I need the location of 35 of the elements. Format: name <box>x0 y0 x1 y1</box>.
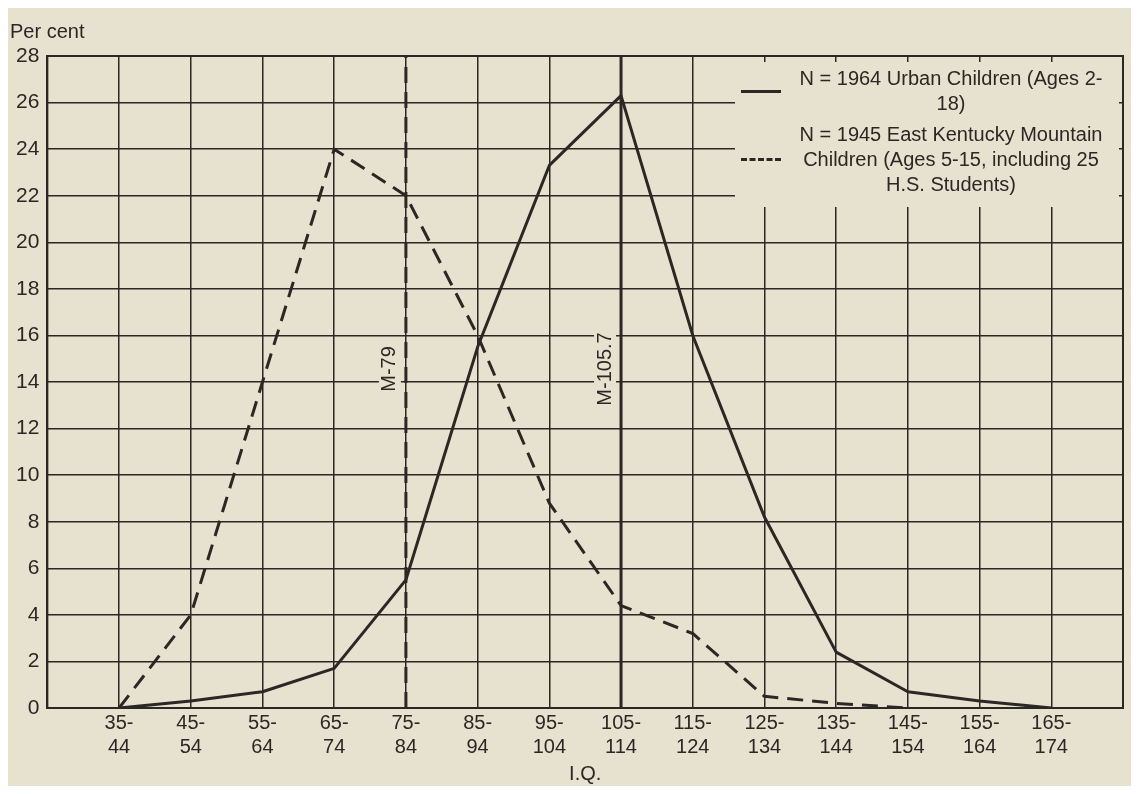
x-tick-label: 85-94 <box>463 710 493 757</box>
y-tick-label: 4 <box>27 601 40 625</box>
x-tick-label: 165-174 <box>1031 710 1072 757</box>
y-tick-label: 18 <box>16 275 40 299</box>
x-tick-label: 145-154 <box>887 710 928 757</box>
x-tick-label: 55-64 <box>248 710 277 757</box>
y-tick-label: 10 <box>16 461 40 485</box>
y-tick-label: 2 <box>27 648 40 672</box>
ref-line-label: M-105.7 <box>592 332 615 406</box>
legend-label: N = 1964 Urban Children (Ages 2-18) <box>798 66 1104 116</box>
y-tick-label: 0 <box>27 694 40 718</box>
y-tick-label: 14 <box>16 368 40 392</box>
ref-line-label: M-79 <box>377 346 400 392</box>
x-tick-label: 105-114 <box>601 710 642 757</box>
x-tick-label: 95-104 <box>532 710 567 757</box>
y-axis-title: Per cent <box>10 19 85 42</box>
x-tick-label: 155-164 <box>959 710 1000 757</box>
x-tick-label: 75-84 <box>391 710 421 757</box>
x-tick-label: 65-74 <box>319 710 349 757</box>
y-tick-label: 6 <box>27 555 40 579</box>
y-tick-label: 26 <box>16 89 40 113</box>
x-tick-label: 35-44 <box>104 710 134 757</box>
y-tick-label: 12 <box>16 415 40 439</box>
y-tick-label: 24 <box>16 135 40 159</box>
y-tick-label: 16 <box>16 322 40 346</box>
x-tick-label: 115-124 <box>673 710 713 757</box>
x-tick-label: 135-144 <box>816 710 857 757</box>
x-tick-label: 45-54 <box>176 710 206 757</box>
y-tick-label: 20 <box>16 229 40 253</box>
x-axis-title: I.Q. <box>569 761 602 784</box>
y-tick-label: 28 <box>16 42 40 66</box>
y-tick-label: 22 <box>16 182 40 206</box>
legend-label: N = 1945 East Kentucky Mountain Children (Ages 5-15, including 25 H.S. Students) <box>798 122 1104 197</box>
y-tick-label: 8 <box>27 508 40 532</box>
x-tick-label: 125-134 <box>744 710 785 757</box>
